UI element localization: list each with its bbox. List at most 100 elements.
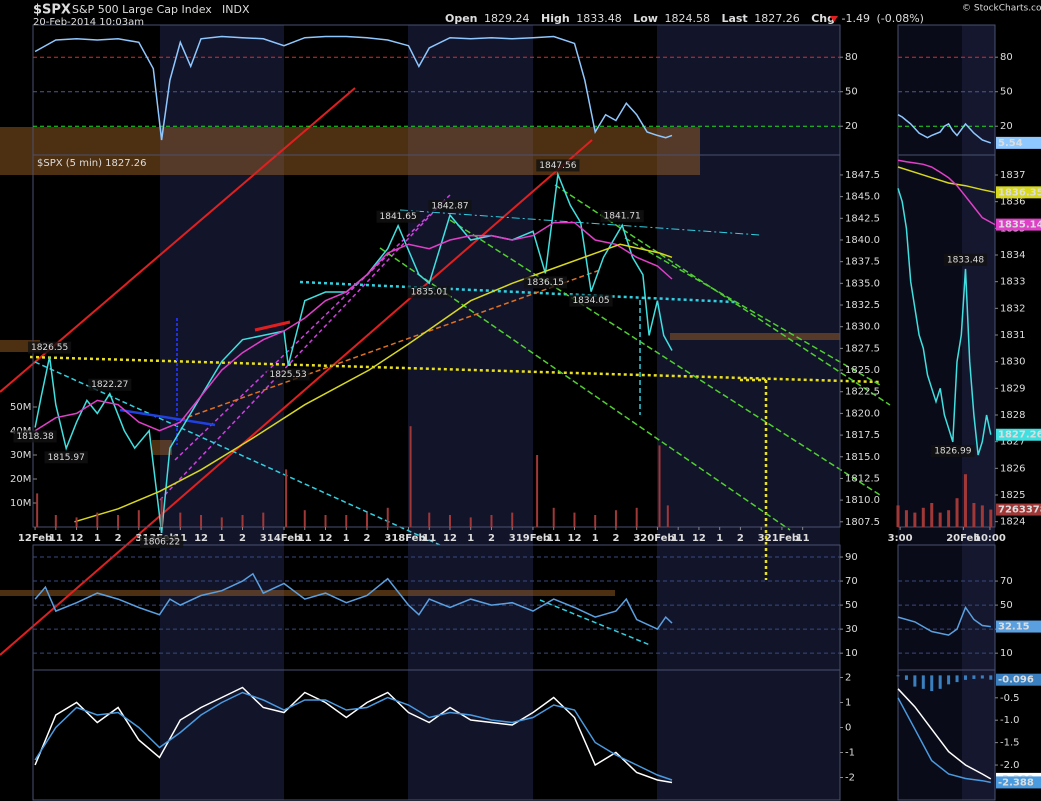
last-value-label: 1835.14	[998, 220, 1041, 231]
x-tick-label: 11	[671, 533, 685, 544]
y-tick-label: 20	[845, 121, 858, 132]
x-tick-label: 11	[547, 533, 561, 544]
day-band	[657, 25, 840, 800]
y-tick-label: -0.5	[1000, 693, 1020, 704]
value-label: 1834.05	[572, 296, 609, 306]
panel-frame	[897, 669, 996, 801]
x-tick-label: 12	[692, 533, 706, 544]
y-tick-label: 1837	[1000, 170, 1025, 181]
bar	[179, 512, 182, 527]
line	[897, 605, 991, 636]
y-tick-label: 1832	[1000, 303, 1025, 314]
x-tick-label: 12	[194, 533, 208, 544]
trend-line	[159, 199, 446, 501]
y-tick-label: 1824	[1000, 517, 1025, 528]
value-label-bg	[569, 294, 613, 307]
bar	[947, 675, 951, 685]
y-tick-label: -2.0	[1000, 760, 1020, 771]
x-tick-label: 1	[592, 533, 599, 544]
x-tick-label: 1	[343, 533, 350, 544]
value-label-bg	[943, 253, 988, 266]
y-tick-label: 20	[1000, 121, 1013, 132]
bar	[963, 474, 967, 527]
x-tick-label: 11	[49, 533, 63, 544]
x-tick-label: 3	[135, 533, 142, 544]
bar	[117, 515, 120, 527]
trend-line	[449, 219, 881, 496]
value-label-bg	[428, 200, 472, 213]
last-value-bg	[996, 136, 1041, 149]
value-label-bg	[376, 210, 420, 223]
x-tick-label: 18Feb	[391, 533, 425, 544]
bar	[96, 512, 99, 527]
y-tick-label: 10	[1000, 648, 1013, 659]
y-tick-label: 50	[845, 600, 858, 611]
bar	[921, 675, 925, 689]
trend-lines	[0, 87, 891, 656]
trend-line	[119, 408, 216, 427]
trend-line	[34, 361, 441, 546]
x-tick-label: 21Feb	[765, 533, 799, 544]
y-tick-label: -1.5	[1000, 738, 1020, 749]
last-value-bg	[996, 620, 1041, 633]
x-tick-label: 3	[758, 533, 765, 544]
bar	[137, 510, 140, 527]
quote-label: Last	[721, 12, 747, 25]
x-tick-label: 1	[467, 533, 474, 544]
bar	[366, 512, 369, 527]
trend-line	[254, 320, 291, 332]
value-label: 1835.01	[411, 288, 448, 298]
y-tick-label: 1825.0	[845, 365, 880, 376]
x-tick-label: 3	[633, 533, 640, 544]
zone	[152, 440, 172, 455]
quote-value: 1824.58	[664, 12, 710, 25]
down-arrow	[830, 16, 838, 22]
y-tick-label: 1829	[1000, 383, 1025, 394]
quote-value: 1833.48	[576, 12, 622, 25]
y-tick-label: 1827.5	[845, 343, 880, 354]
bar	[963, 675, 967, 680]
bar	[913, 675, 917, 687]
bar	[989, 675, 993, 680]
x-tick-label: 19Feb	[516, 533, 550, 544]
y-tick-label: 0	[845, 723, 851, 734]
y-tick-label: -1.0	[1000, 715, 1020, 726]
value-label: 1841.65	[380, 212, 417, 222]
bar	[904, 675, 908, 680]
last-value-bg	[996, 186, 1041, 199]
last-value-bg	[996, 776, 1041, 789]
x-tick-label: 3:00	[888, 533, 913, 544]
bar	[913, 512, 917, 527]
line	[897, 159, 996, 226]
y-tick-label: 1827	[1000, 437, 1025, 448]
value-label-bg	[27, 341, 72, 354]
bar	[930, 675, 934, 692]
y-tick-label: 1832.5	[845, 300, 880, 311]
line	[897, 114, 992, 144]
bar	[614, 510, 617, 527]
last-value-label: 7263378	[998, 505, 1041, 516]
y-tick-label: -2	[845, 773, 855, 784]
last-value-bg	[996, 503, 1041, 516]
bar	[955, 498, 959, 527]
bar	[896, 675, 900, 677]
y-tick-label: 1815.0	[845, 452, 880, 463]
value-label: 1806.22	[143, 537, 180, 547]
last-value-label: 5.54	[998, 138, 1023, 149]
x-tick-label: 2	[737, 533, 744, 544]
value-label-bg	[600, 210, 644, 223]
last-value-label: 1827.26	[998, 430, 1041, 441]
x-tick-label: 1	[218, 533, 225, 544]
bar	[980, 675, 984, 679]
x-tick-label: 20Feb	[640, 533, 674, 544]
y-tick-label: 70	[845, 576, 858, 587]
bar	[536, 455, 539, 527]
index-name: S&P 500 Large Cap Index	[72, 3, 212, 16]
credit: © StockCharts.com	[962, 4, 1041, 14]
bar	[409, 426, 412, 527]
value-label-bg	[536, 159, 580, 172]
x-tick-label: 11	[298, 533, 312, 544]
x-tick-label: 2	[115, 533, 122, 544]
bar	[241, 515, 244, 527]
